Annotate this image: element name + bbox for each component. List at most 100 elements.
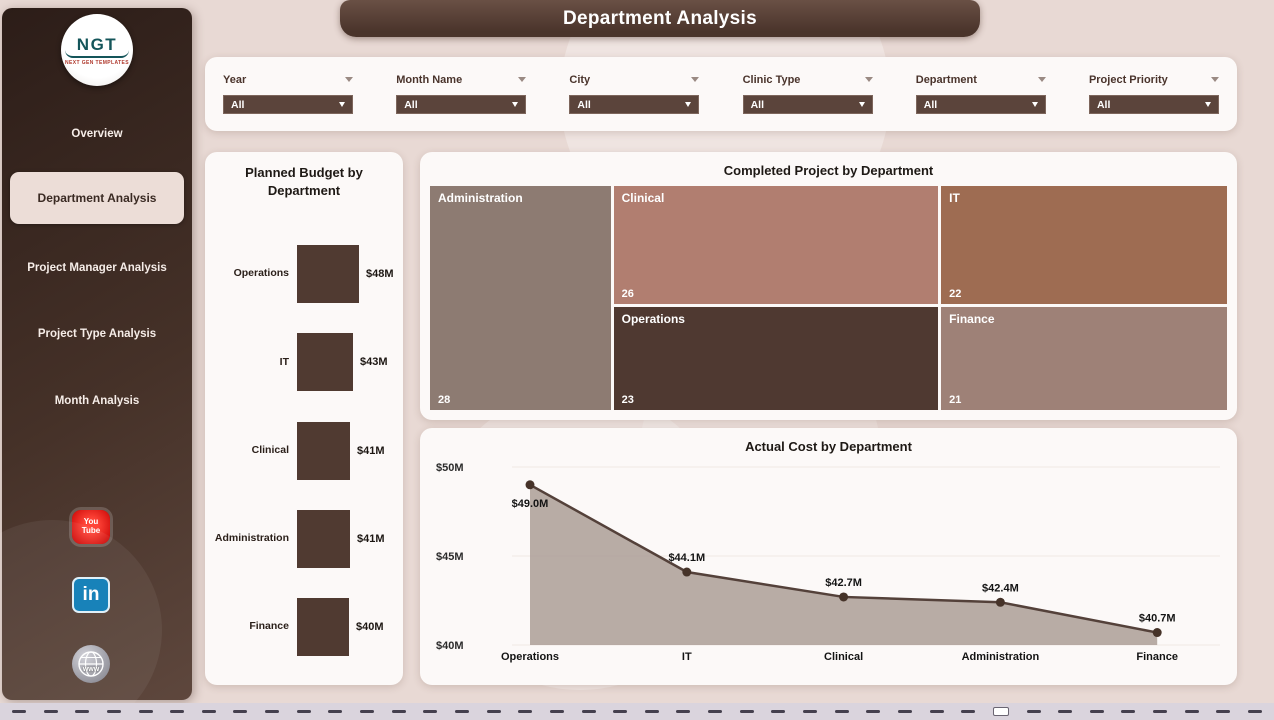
bar[interactable] <box>297 421 350 480</box>
page-tick[interactable] <box>581 710 596 713</box>
page-tick[interactable] <box>676 710 691 713</box>
bar[interactable] <box>297 245 359 304</box>
chart-title: Completed Project by Department <box>723 163 934 178</box>
filter-dropdown-year[interactable]: All <box>223 95 353 114</box>
page-tick[interactable] <box>961 710 976 713</box>
area-fill <box>530 484 1158 645</box>
page-tick[interactable] <box>12 710 26 713</box>
y-axis-tick: $50M <box>436 462 464 474</box>
chevron-down-icon <box>339 102 345 107</box>
page-tick[interactable] <box>834 710 849 713</box>
chevron-down-icon <box>1204 102 1211 107</box>
filter-head: Project Priority <box>1089 72 1219 87</box>
x-axis-label: Operations <box>501 651 559 663</box>
treemap-tile-label: Operations <box>621 311 685 326</box>
bar-row: Operations $48M <box>213 230 397 318</box>
page-tick[interactable] <box>423 710 438 713</box>
chevron-down-icon <box>1037 77 1046 82</box>
filter-selected-value: All <box>231 98 245 111</box>
data-label: $42.7M <box>825 577 862 589</box>
page-tick[interactable] <box>360 710 375 713</box>
filter-dropdown-city[interactable]: All <box>569 95 700 114</box>
filter-label: Project Priority <box>1088 73 1168 86</box>
page-tick[interactable] <box>803 710 818 713</box>
sidebar-item-department-analysis[interactable]: Department Analysis <box>10 172 184 224</box>
filter-dropdown-month-name[interactable]: All <box>396 95 527 114</box>
planned-budget-rows: Operations $48M IT $43M Clinical $41M Administ… <box>213 230 397 671</box>
linkedin-icon[interactable]: in <box>72 577 110 613</box>
page-tick[interactable] <box>138 710 153 713</box>
page-tick[interactable] <box>170 710 185 713</box>
sidebar-item-project-type-analysis[interactable]: Project Type Analysis <box>37 328 157 341</box>
youtube-icon[interactable]: You Tube <box>72 510 110 544</box>
filter-dropdown-project-priority[interactable]: All <box>1088 95 1219 114</box>
logo-inner: NGT NEXT GEN TEMPLATES <box>64 35 130 66</box>
page-tick[interactable] <box>1247 710 1262 713</box>
filter-dropdown-clinic-type[interactable]: All <box>742 95 873 114</box>
page-tick[interactable] <box>1153 710 1168 713</box>
page-tick[interactable] <box>549 710 564 713</box>
chart-title: Planned Budget by Department <box>245 165 363 198</box>
page-tick[interactable] <box>233 710 248 713</box>
page-tick[interactable] <box>1121 710 1136 713</box>
data-label: $44.1M <box>668 552 705 564</box>
page-tick[interactable] <box>296 710 311 713</box>
sidebar-item-month-analysis[interactable]: Month Analysis <box>54 395 140 408</box>
filter-dropdown-department[interactable]: All <box>915 95 1046 114</box>
page-tick[interactable] <box>866 710 881 713</box>
page-tick[interactable] <box>328 710 343 713</box>
bar-value-label: $41M <box>357 444 385 457</box>
page-tick[interactable] <box>454 710 469 713</box>
data-point <box>839 592 849 602</box>
page-tick[interactable] <box>644 710 659 713</box>
page-tick[interactable] <box>1089 710 1104 713</box>
treemap-tile-value: 23 <box>621 394 634 406</box>
treemap-tile-clinical[interactable]: Clinical 26 <box>613 186 939 304</box>
y-axis-tick: $45M <box>436 551 464 563</box>
page-tick[interactable] <box>1058 710 1073 713</box>
chart-title: Actual Cost by Department <box>745 439 912 454</box>
treemap-tile-value: 26 <box>621 287 634 300</box>
chevron-down-icon <box>685 102 692 107</box>
page-tick[interactable] <box>897 710 912 713</box>
sidebar-item-project-manager-analysis[interactable]: Project Manager Analysis <box>27 262 167 275</box>
treemap-tile-it[interactable]: IT 22 <box>941 186 1227 304</box>
page-tick[interactable] <box>771 710 786 713</box>
bar-value-label: $48M <box>366 268 394 281</box>
data-point <box>1152 628 1162 638</box>
page-tick[interactable] <box>265 710 280 713</box>
bar[interactable] <box>297 333 353 392</box>
page-tick[interactable] <box>1216 710 1231 713</box>
bar-row: Administration $41M <box>213 495 397 583</box>
treemap-tile-value: 21 <box>949 394 962 406</box>
treemap-tile-finance[interactable]: Finance 21 <box>941 306 1227 410</box>
page-tick[interactable] <box>1184 710 1199 713</box>
treemap-tile-administration[interactable]: Administration 28 <box>430 186 611 410</box>
page-tick[interactable] <box>106 710 121 713</box>
bar[interactable] <box>297 509 350 568</box>
page-tick[interactable] <box>708 710 723 713</box>
page-tick[interactable] <box>518 710 533 713</box>
treemap-tile-operations[interactable]: Operations 23 <box>613 306 939 410</box>
data-label: $49.0M <box>512 498 549 510</box>
page-tick[interactable] <box>929 710 944 713</box>
page-tick[interactable] <box>739 710 754 713</box>
page-tick[interactable] <box>486 710 501 713</box>
page-tick[interactable] <box>201 710 216 713</box>
page-tick[interactable] <box>992 707 1009 716</box>
data-point <box>525 480 535 490</box>
website-icon[interactable]: www <box>72 645 110 683</box>
x-axis-label: Clinical <box>824 651 863 663</box>
page-tick[interactable] <box>613 710 628 713</box>
youtube-label: Tube <box>81 526 101 535</box>
bar[interactable] <box>297 597 349 656</box>
page-tick[interactable] <box>43 710 58 713</box>
page-tick[interactable] <box>75 710 90 713</box>
youtube-label: You <box>83 517 99 527</box>
sidebar-item-overview[interactable]: Overview <box>71 128 123 141</box>
page-tick[interactable] <box>391 710 406 713</box>
page-tick[interactable] <box>1026 710 1041 713</box>
bar-category-label: Clinical <box>251 443 289 456</box>
filter-head: City <box>569 72 700 87</box>
website-label: www <box>82 665 100 673</box>
